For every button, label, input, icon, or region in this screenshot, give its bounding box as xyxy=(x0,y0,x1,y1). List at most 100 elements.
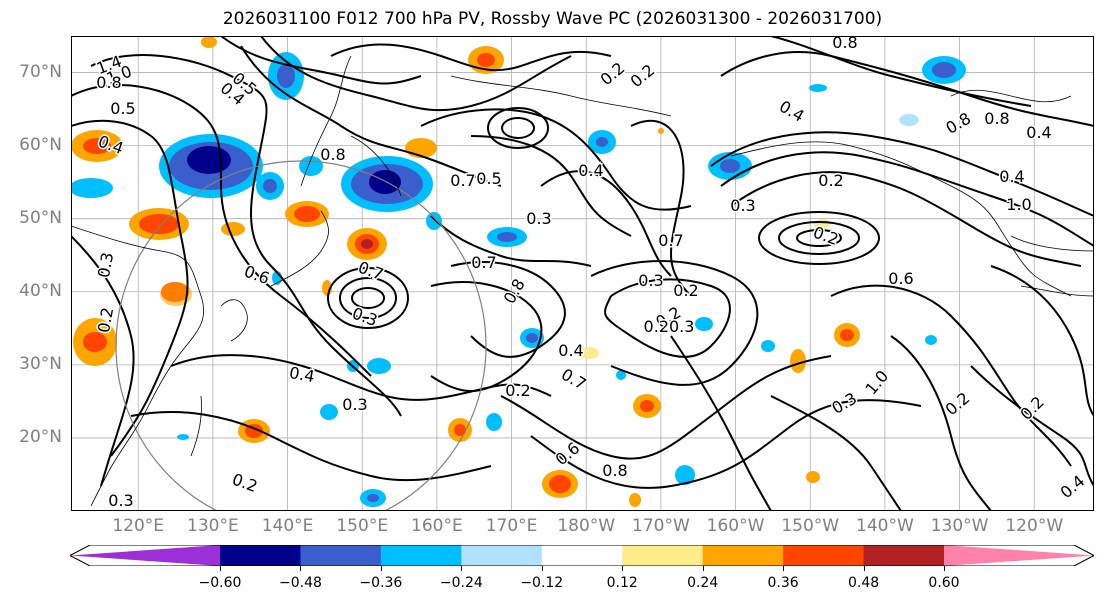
colorbar-tick-mark xyxy=(380,566,382,571)
pv-contour xyxy=(720,151,1094,247)
contour-label: 0.8 xyxy=(96,73,121,92)
contour-label: 0.8 xyxy=(942,109,974,138)
colorbar-segment xyxy=(380,545,462,566)
pv-contour xyxy=(430,215,592,267)
pv-negative-patch xyxy=(263,179,277,193)
pv-negative-patch xyxy=(277,64,295,88)
colorbar-tick-mark xyxy=(783,566,785,571)
pv-contour xyxy=(71,235,135,487)
pv-positive-patch xyxy=(454,424,466,436)
contour-label: 0.3 xyxy=(94,251,117,279)
pv-negative-patch xyxy=(320,404,338,420)
pv-contour xyxy=(590,260,759,386)
pv-negative-patch xyxy=(526,333,538,343)
lon-label: 140°E xyxy=(261,516,314,536)
contour-label: 0.3 xyxy=(108,491,133,510)
contour-label: 0.7 xyxy=(471,253,496,272)
pv-negative-patch xyxy=(899,114,919,126)
colorbar-segment xyxy=(944,545,1094,566)
colorbar-tick-label: −0.24 xyxy=(439,575,483,591)
pv-positive-patch xyxy=(201,36,217,48)
pv-positive-patch xyxy=(160,282,192,306)
colorbar-segment xyxy=(70,545,220,566)
pv-negative-patch xyxy=(616,370,626,380)
pv-contour xyxy=(990,265,1094,417)
lat-label: 60°N xyxy=(19,134,62,155)
contour-label: 0.2 xyxy=(597,58,629,89)
pv-contour xyxy=(540,170,672,277)
pv-contour xyxy=(339,277,397,319)
pv-positive-patch xyxy=(640,400,654,412)
colorbar-tick-label: −0.60 xyxy=(198,575,242,591)
colorbar-tick-label: −0.36 xyxy=(359,575,403,591)
pv-positive-patch xyxy=(579,347,599,359)
pv-negative-patch xyxy=(426,212,442,230)
pv-negative-patch xyxy=(932,62,956,78)
pv-negative-patch xyxy=(695,317,713,331)
pv-contour xyxy=(90,54,402,417)
pv-negative-patch xyxy=(596,137,608,147)
pv-contour xyxy=(970,365,1094,487)
colorbar-tick-mark xyxy=(863,566,865,571)
contour-label: 0.4 xyxy=(578,161,603,180)
coastline xyxy=(350,135,402,197)
colorbar-segment xyxy=(220,545,301,566)
pv-contour xyxy=(130,411,492,482)
coastline xyxy=(270,210,329,287)
pv-positive-patch xyxy=(806,471,820,483)
pv-contour xyxy=(830,284,1072,467)
lat-label: 50°N xyxy=(19,207,62,228)
pv-positive-patch xyxy=(658,128,664,134)
pv-contour xyxy=(450,261,566,358)
pv-contour xyxy=(487,107,549,149)
pv-contour xyxy=(420,108,692,211)
pv-negative-patch xyxy=(761,340,775,352)
pv-contour xyxy=(710,131,1094,217)
pv-negative-patch xyxy=(497,232,517,242)
colorbar-segment xyxy=(622,545,704,566)
pv-negative-patch xyxy=(486,413,502,431)
pv-positive-patch xyxy=(840,329,854,341)
pv-contour xyxy=(770,395,902,511)
contour-label: 0.2 xyxy=(627,60,659,91)
pv-negative-patch xyxy=(187,146,231,174)
pv-contour xyxy=(220,36,422,85)
pv-contours xyxy=(71,36,1094,511)
lon-label: 150°W xyxy=(781,516,840,536)
contour-label: 0.4 xyxy=(999,167,1024,186)
contour-label: 0.8 xyxy=(602,461,627,480)
contour-label: 0.5 xyxy=(476,169,501,188)
coastlines xyxy=(71,55,1094,507)
pv-contour xyxy=(530,399,922,489)
contour-label: 0.7 xyxy=(450,171,475,190)
colorbar-tick-mark xyxy=(944,566,945,571)
pv-positive-patch xyxy=(221,222,245,236)
contour-label: 0.3 xyxy=(342,395,367,414)
contour-label: 0.3 xyxy=(828,389,860,418)
coastline xyxy=(450,75,672,117)
pv-contour xyxy=(630,119,692,297)
contour-label: 0.7 xyxy=(658,231,683,250)
contour-label: 0.4 xyxy=(1026,123,1051,142)
pv-positive-patch xyxy=(83,332,107,352)
lon-label: 130°E xyxy=(187,516,239,536)
contour-label: 0.3 xyxy=(526,209,551,228)
contour-label: 0.4 xyxy=(1057,471,1089,502)
map-title: 2026031100 F012 700 hPa PV, Rossby Wave … xyxy=(222,9,883,29)
contour-label: 0.2 xyxy=(818,171,843,190)
pv-contour xyxy=(240,45,502,187)
contour-label: 0.3 xyxy=(730,196,755,215)
pv-contour xyxy=(330,43,612,72)
map-frame xyxy=(71,36,1094,511)
colorbar-tick-label: −0.48 xyxy=(278,575,322,591)
pv-contour xyxy=(890,335,992,511)
colorbar-tick-label: 0.48 xyxy=(847,575,880,591)
contour-label: 0.4 xyxy=(558,341,583,360)
pv-contour xyxy=(470,135,632,237)
lat-label: 30°N xyxy=(19,353,62,374)
pv-positive-patch xyxy=(294,206,320,222)
contour-label: 0.5 xyxy=(110,99,135,118)
lon-label: 150°E xyxy=(336,516,389,536)
pv-contour xyxy=(758,211,880,265)
colorbar-tick-label: 0.36 xyxy=(767,575,799,591)
